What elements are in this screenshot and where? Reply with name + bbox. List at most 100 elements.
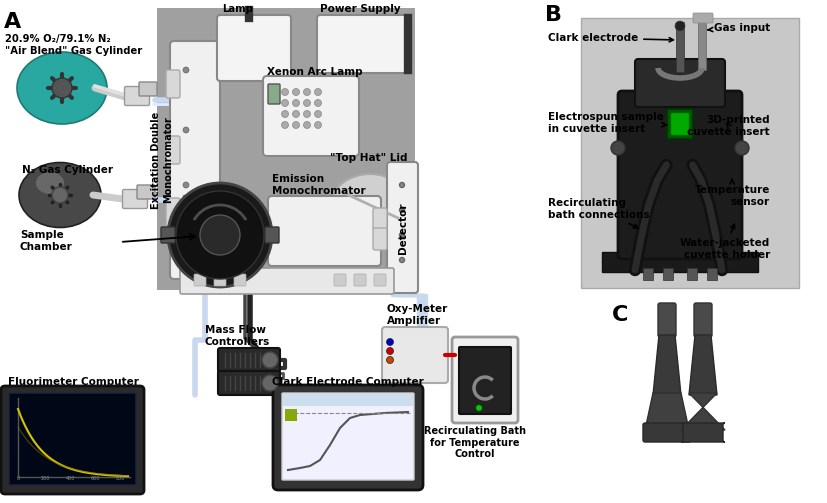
FancyBboxPatch shape [268,84,280,104]
FancyBboxPatch shape [263,76,359,156]
Circle shape [386,348,393,355]
Circle shape [399,208,404,212]
Bar [662,268,672,280]
FancyBboxPatch shape [122,190,147,209]
Circle shape [281,122,288,128]
Circle shape [674,21,684,31]
Circle shape [386,339,393,346]
Text: Xenon Arc Lamp: Xenon Arc Lamp [266,67,362,77]
Circle shape [304,122,310,128]
Text: Emission
Monochromator: Emission Monochromator [272,175,366,196]
FancyBboxPatch shape [634,59,724,107]
FancyBboxPatch shape [374,274,385,286]
Text: Electrospun sample
in cuvette insert: Electrospun sample in cuvette insert [547,112,666,134]
Circle shape [261,375,278,391]
Ellipse shape [602,253,757,271]
Circle shape [183,67,189,73]
FancyBboxPatch shape [284,409,297,421]
FancyBboxPatch shape [617,91,741,259]
FancyBboxPatch shape [667,109,692,139]
Text: Clark electrode: Clark electrode [547,33,672,43]
FancyBboxPatch shape [170,41,220,279]
FancyBboxPatch shape [657,303,675,337]
Text: 20.9% O₂/79.1% N₂
"Air Blend" Gas Cylinder: 20.9% O₂/79.1% N₂ "Air Blend" Gas Cylind… [5,34,142,56]
Ellipse shape [17,52,107,124]
Circle shape [183,182,189,188]
FancyBboxPatch shape [692,13,712,23]
FancyBboxPatch shape [136,185,155,199]
Circle shape [304,111,310,118]
FancyBboxPatch shape [372,208,386,230]
FancyBboxPatch shape [317,15,410,73]
FancyBboxPatch shape [179,268,394,294]
Circle shape [52,78,72,98]
Text: Fluorimeter Computer: Fluorimeter Computer [7,377,138,387]
FancyBboxPatch shape [213,274,226,286]
FancyBboxPatch shape [265,227,279,243]
FancyBboxPatch shape [217,15,290,81]
FancyBboxPatch shape [165,136,179,164]
Ellipse shape [331,174,409,236]
FancyBboxPatch shape [218,371,280,395]
Polygon shape [644,393,688,430]
Circle shape [292,89,299,96]
FancyBboxPatch shape [218,348,280,372]
Bar [706,268,716,280]
FancyBboxPatch shape [139,82,157,96]
Circle shape [399,232,404,237]
Circle shape [314,100,321,107]
Circle shape [399,258,404,263]
FancyBboxPatch shape [381,327,447,383]
Ellipse shape [36,172,64,194]
Circle shape [200,215,240,255]
FancyBboxPatch shape [183,195,205,230]
FancyBboxPatch shape [333,274,346,286]
Bar [675,22,683,72]
FancyBboxPatch shape [1,386,144,494]
FancyBboxPatch shape [283,394,413,406]
FancyBboxPatch shape [160,227,174,243]
FancyBboxPatch shape [165,70,179,98]
Text: 200: 200 [41,476,50,481]
Text: Recirculating Bath
for Temperature
Control: Recirculating Bath for Temperature Contr… [423,426,525,459]
Circle shape [386,357,393,364]
Text: A: A [4,12,22,32]
FancyBboxPatch shape [670,113,688,135]
Bar [686,268,696,280]
Text: Gas input: Gas input [707,23,769,33]
FancyBboxPatch shape [680,423,724,442]
Circle shape [610,141,624,155]
Polygon shape [688,335,716,395]
Text: Oxy-Meter
Amplifier: Oxy-Meter Amplifier [386,304,447,326]
Circle shape [183,127,189,133]
FancyBboxPatch shape [452,337,518,423]
Circle shape [292,122,299,128]
Text: Sample
Chamber: Sample Chamber [20,230,73,252]
Circle shape [281,100,288,107]
Circle shape [281,111,288,118]
FancyBboxPatch shape [643,423,691,442]
Text: 600: 600 [90,476,99,481]
FancyBboxPatch shape [124,87,150,106]
FancyBboxPatch shape [282,393,414,480]
Polygon shape [680,393,724,430]
Circle shape [292,111,299,118]
Text: 400: 400 [65,476,74,481]
Text: Excitation Double
Monochromator: Excitation Double Monochromator [151,111,173,209]
FancyBboxPatch shape [9,393,136,485]
Text: 800: 800 [115,476,125,481]
FancyBboxPatch shape [693,303,711,337]
Circle shape [292,100,299,107]
FancyBboxPatch shape [458,347,510,414]
Text: B: B [544,5,562,25]
FancyBboxPatch shape [194,274,206,286]
FancyBboxPatch shape [268,196,380,266]
FancyBboxPatch shape [273,385,423,490]
Polygon shape [653,335,680,395]
Text: Clark Electrode Computer: Clark Electrode Computer [272,377,423,387]
Text: Mass Flow
Controllers: Mass Flow Controllers [205,325,270,347]
Circle shape [261,352,278,368]
Circle shape [304,100,310,107]
Circle shape [281,89,288,96]
Text: Microsecond Flash
Lamp: Microsecond Flash Lamp [222,0,326,14]
